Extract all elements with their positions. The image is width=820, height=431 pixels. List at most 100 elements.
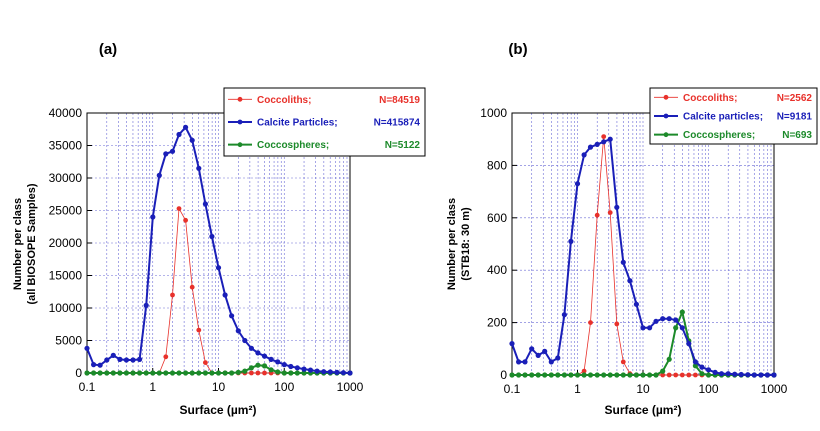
data-point-calcite [542, 348, 548, 354]
legend-swatch-marker-coccospheres [663, 132, 669, 138]
legend-label-coccoliths: Coccoliths; [683, 93, 737, 104]
y-tick-label: 20000 [49, 236, 83, 250]
data-point-calcite [169, 148, 176, 154]
x-tick-label: 10 [212, 380, 226, 394]
data-point-calcite [725, 371, 731, 377]
data-point-coccoliths [170, 292, 175, 298]
data-point-coccospheres [281, 370, 287, 376]
y-tick-label: 800 [487, 158, 507, 172]
data-point-coccospheres [255, 362, 261, 368]
data-point-coccoliths [176, 206, 182, 212]
legend-label-calcite: Calcite Particles; [257, 118, 338, 129]
data-point-coccoliths [203, 360, 208, 365]
data-point-calcite [327, 369, 333, 375]
data-point-calcite [150, 214, 156, 220]
data-point-calcite [771, 372, 777, 378]
y-tick-label: 0 [75, 366, 82, 380]
data-point-coccospheres [574, 372, 581, 378]
data-point-coccospheres [196, 370, 202, 376]
data-point-calcite [601, 139, 607, 145]
data-point-calcite [143, 302, 149, 308]
data-point-coccospheres [561, 372, 568, 378]
data-point-calcite [647, 325, 653, 331]
data-point-coccoliths [660, 372, 666, 378]
data-point-coccospheres [301, 370, 307, 376]
data-point-coccospheres [633, 372, 640, 378]
legend-count-coccospheres: N=5122 [385, 140, 421, 151]
data-point-coccoliths [673, 372, 679, 378]
data-point-coccospheres [156, 370, 162, 376]
data-point-calcite [620, 259, 626, 265]
data-point-calcite [130, 357, 136, 363]
data-point-coccospheres [183, 370, 189, 376]
data-point-coccospheres [143, 370, 149, 376]
y-tick-label: 35000 [49, 139, 83, 153]
data-point-coccospheres [679, 309, 685, 315]
data-point-calcite [516, 359, 522, 365]
data-point-coccospheres [587, 372, 594, 378]
data-point-calcite [529, 346, 535, 352]
data-point-calcite [307, 367, 314, 373]
data-point-coccospheres [647, 372, 653, 378]
legend-box [223, 87, 426, 157]
data-point-calcite [640, 325, 646, 331]
data-point-calcite [535, 352, 541, 358]
data-point-calcite [301, 366, 307, 372]
data-point-coccoliths [594, 212, 600, 218]
data-point-coccoliths [255, 370, 261, 376]
data-point-calcite [209, 233, 215, 240]
data-point-coccospheres [594, 372, 600, 378]
data-point-calcite [764, 372, 771, 378]
data-point-coccospheres [275, 369, 281, 375]
legend-count-coccoliths: N=2562 [777, 93, 813, 104]
data-point-coccospheres [97, 370, 103, 376]
data-point-coccoliths [607, 210, 613, 216]
y-tick-label: 25000 [49, 204, 83, 218]
data-point-coccospheres [150, 370, 156, 376]
data-point-coccospheres [288, 370, 294, 376]
data-point-calcite [235, 328, 241, 334]
data-point-calcite [97, 362, 103, 368]
panel-label-b: (b) [508, 41, 527, 58]
data-point-coccoliths [262, 370, 267, 376]
y-tick-label: 600 [487, 211, 507, 225]
data-point-coccospheres [509, 372, 515, 378]
data-point-coccoliths [686, 372, 692, 378]
legend-swatch-marker-coccoliths [663, 94, 669, 100]
data-point-calcite [340, 370, 346, 376]
data-point-coccospheres [235, 369, 241, 375]
data-point-coccospheres [169, 370, 176, 376]
data-point-calcite [314, 368, 320, 374]
data-point-coccospheres [117, 370, 123, 376]
x-tick-label: 1 [149, 380, 156, 394]
data-point-coccospheres [176, 370, 182, 376]
y-axis-label-line1-b: Number per class [446, 198, 458, 290]
panel-a: (a) Number per class (all BIOSOPE Sample… [12, 41, 426, 417]
legend-count-coccoliths: N=84519 [379, 95, 420, 106]
x-tick-label: 0.1 [504, 382, 521, 396]
data-point-calcite [110, 352, 116, 358]
panel-b: (b) Number per class (STB18: 30 m) Surfa… [446, 41, 818, 417]
data-point-calcite [758, 372, 764, 378]
data-point-coccospheres [215, 370, 222, 376]
data-point-calcite [91, 362, 97, 368]
y-tick-label: 5000 [55, 334, 82, 348]
legend-swatch-marker-calcite [663, 113, 669, 119]
data-point-calcite [347, 370, 353, 376]
data-point-calcite [568, 238, 574, 244]
data-point-calcite [275, 359, 281, 365]
data-point-calcite [104, 357, 110, 363]
data-point-coccospheres [581, 372, 587, 378]
data-point-coccospheres [209, 370, 215, 376]
data-point-calcite [222, 292, 228, 298]
data-point-coccospheres [535, 372, 541, 378]
data-point-calcite [705, 367, 712, 373]
data-point-coccospheres [522, 372, 528, 378]
legend-swatch-marker-calcite [237, 119, 243, 125]
data-point-coccospheres [692, 363, 699, 369]
data-point-coccospheres [607, 372, 613, 378]
data-point-coccospheres [91, 370, 97, 376]
data-point-calcite [633, 301, 640, 307]
data-point-coccoliths [183, 217, 189, 223]
